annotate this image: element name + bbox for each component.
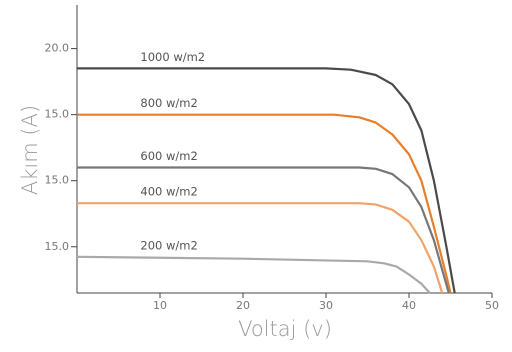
curve (77, 202, 444, 294)
series-label: 400 w/m2 (140, 185, 197, 199)
curve (77, 67, 456, 294)
series-label: 200 w/m2 (140, 238, 197, 252)
series-label: 1000 w/m2 (140, 50, 205, 64)
series-label: 800 w/m2 (140, 96, 197, 110)
y-tick-label: 15.0 (45, 174, 70, 187)
y-axis-title: Akım (A) (18, 105, 42, 195)
x-tick-label: 20 (236, 299, 250, 312)
x-tick-label: 10 (153, 299, 167, 312)
curve (77, 113, 452, 294)
x-tick-label: 40 (402, 299, 416, 312)
x-tick-label: 50 (485, 299, 499, 312)
x-axis-title: Voltaj (v) (238, 317, 332, 341)
y-tick-label: 15.0 (45, 108, 70, 121)
curve (77, 166, 450, 294)
curve (76, 255, 431, 294)
series-label: 600 w/m2 (140, 149, 197, 163)
y-tick-label: 20.0 (45, 42, 70, 55)
x-tick-label: 30 (319, 299, 333, 312)
y-tick-label: 15.0 (45, 240, 70, 253)
